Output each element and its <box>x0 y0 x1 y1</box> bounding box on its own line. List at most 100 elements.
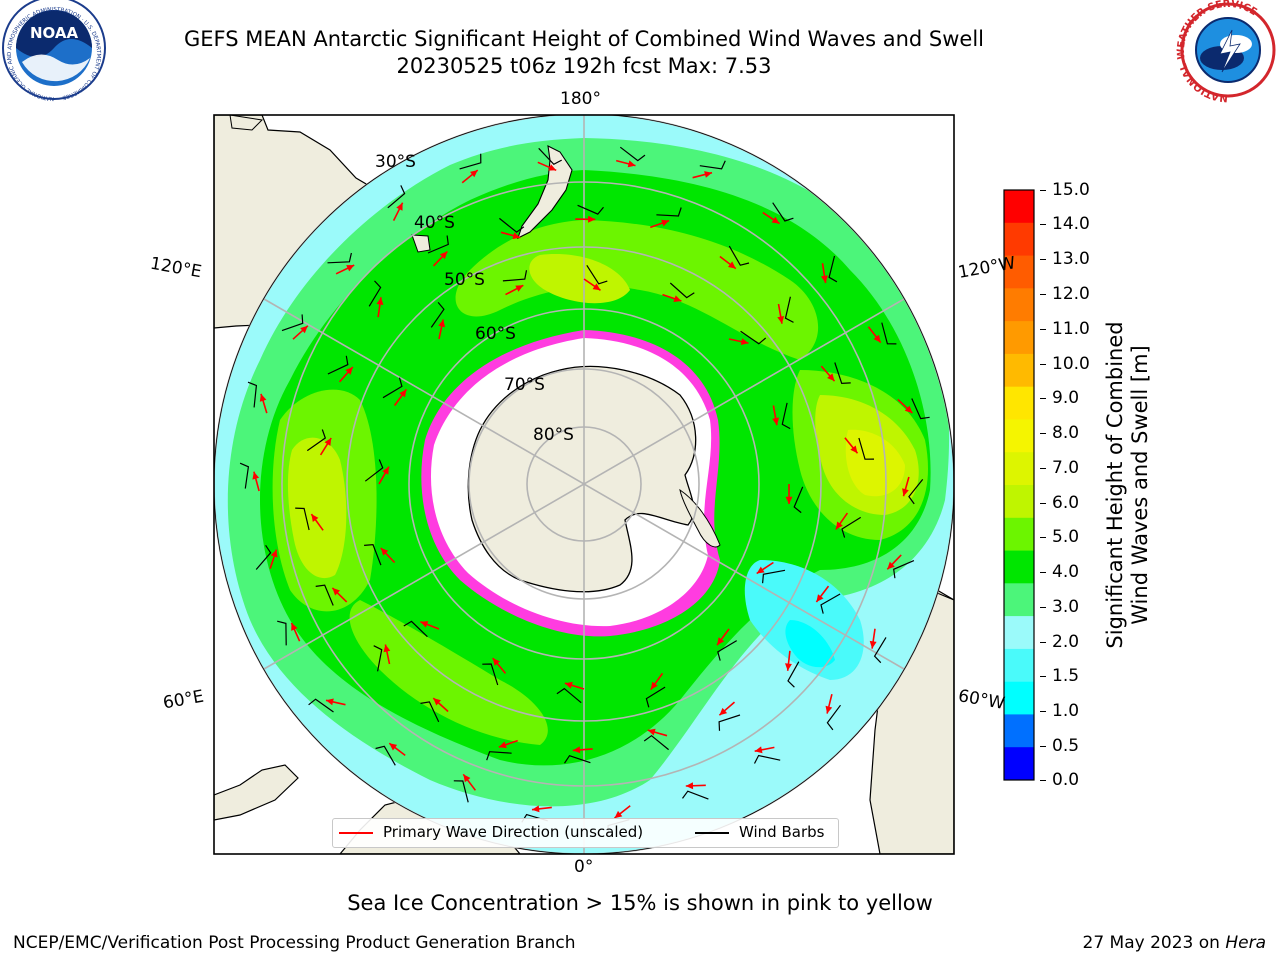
colorbar-tick: 0.5 <box>1052 736 1080 756</box>
nws-logo-icon: NATIONAL WEATHER SERVICE <box>1176 0 1276 103</box>
colorbar <box>1003 189 1035 781</box>
wave-direction-arrowhead <box>592 283 601 291</box>
wave-direction-arrowhead <box>396 202 403 211</box>
colorbar-swatch <box>1004 681 1034 715</box>
wind-barb <box>718 714 741 731</box>
colorbar-swatch <box>1004 190 1034 224</box>
wind-barb <box>577 204 604 215</box>
wind-barb <box>556 687 582 704</box>
wind-barb <box>784 296 794 323</box>
colorbar-swatch <box>1004 648 1034 683</box>
wave-direction-arrowhead <box>252 471 260 480</box>
wind-barb <box>281 314 304 332</box>
wave-direction-arrowhead <box>300 325 308 334</box>
colorbar-border <box>1003 189 1035 781</box>
wave-direction-arrowhead <box>754 746 763 754</box>
wave-direction-arrowhead <box>346 265 355 272</box>
colorbar-swatch <box>1004 517 1034 552</box>
colorbar-tick: 0.0 <box>1052 770 1080 790</box>
wind-barb <box>387 185 406 209</box>
colorbar-tick: 1.5 <box>1052 666 1080 686</box>
wind-barb <box>740 330 767 345</box>
colorbar-swatch <box>1004 288 1034 322</box>
wind-barb <box>420 701 440 723</box>
wind-barb <box>368 280 382 307</box>
wave-direction-arrowhead <box>515 285 524 292</box>
wind-barb <box>619 146 646 162</box>
colorbar-swatch <box>1004 321 1034 355</box>
lat-label-30s: 30°S <box>375 152 416 172</box>
legend-wind-label: Wind Barbs <box>739 823 825 841</box>
colorbar-tick: 5.0 <box>1052 527 1080 547</box>
wind-barb <box>728 245 750 266</box>
wind-barb <box>858 437 875 460</box>
wave-direction-arrowhead <box>420 621 429 628</box>
wind-barb <box>841 516 862 538</box>
wind-barb <box>911 398 930 420</box>
wave-direction-arrowhead <box>873 334 881 343</box>
wind-barb <box>881 322 897 345</box>
wave-direction-arrowhead <box>904 405 913 414</box>
meridian-120w-60e <box>263 298 905 670</box>
lat-label-60s: 60°S <box>475 324 516 344</box>
colorbar-swatch <box>1004 255 1034 289</box>
colorbar-tick: 11.0 <box>1052 319 1090 339</box>
wind-barb <box>893 560 915 579</box>
colorbar-swatch <box>1004 419 1034 453</box>
wave-direction-arrowhead <box>564 681 573 689</box>
wind-barb <box>499 217 525 233</box>
colorbar-tick: 14.0 <box>1052 214 1090 234</box>
wave-direction-arrowhead <box>438 319 446 328</box>
wave-direction-arrowhead <box>532 805 540 813</box>
wind-barb <box>364 459 384 482</box>
wind-barb <box>908 479 924 505</box>
colorbar-swatch <box>1004 550 1034 584</box>
footer-credit: NCEP/EMC/Verification Post Processing Pr… <box>13 933 576 953</box>
land-antarctic-peninsula <box>679 488 721 548</box>
land-tasmania <box>411 234 431 253</box>
wind-barb <box>430 302 445 328</box>
wave-direction-arrowhead <box>259 393 267 402</box>
colorbar-tick: 12.0 <box>1052 284 1090 304</box>
wave-direction-arrowhead <box>588 215 596 223</box>
map-border <box>213 114 955 855</box>
colorbar-tick: 6.0 <box>1052 493 1080 513</box>
wind-barb <box>308 698 334 713</box>
colorbar-tick: 4.0 <box>1052 562 1080 582</box>
wave-direction-arrowhead <box>345 367 353 375</box>
lat-label-80s: 80°S <box>533 425 574 445</box>
wave-direction-arrowhead <box>821 275 828 283</box>
legend-wave-swatch <box>339 832 373 834</box>
colorbar-swatch <box>1004 714 1034 748</box>
wave-direction-arrowhead <box>463 774 471 783</box>
colorbar-tick: 3.0 <box>1052 597 1080 617</box>
wind-barb <box>682 790 709 800</box>
wave-direction-arrowhead <box>827 373 835 382</box>
wave-direction-arrowhead <box>756 566 765 574</box>
wave-direction-arrowhead <box>382 466 389 475</box>
wind-barb <box>753 754 781 764</box>
wave-direction-arrowhead <box>771 216 780 224</box>
colorbar-tick: 2.0 <box>1052 632 1080 652</box>
wind-barb <box>586 264 608 285</box>
wind-barb <box>403 620 428 638</box>
wave-direction-arrowhead <box>673 295 682 302</box>
wind-barb <box>645 686 666 708</box>
colorbar-swatch <box>1004 353 1034 388</box>
colorbar-tick: 8.0 <box>1052 423 1080 443</box>
wind-barb <box>873 637 887 664</box>
wave-direction-arrowhead <box>785 496 793 504</box>
wind-barb <box>295 507 310 531</box>
wind-barb <box>364 543 382 566</box>
colorbar-swatch <box>1004 583 1034 617</box>
colorbar-tick: 15.0 <box>1052 180 1090 200</box>
wind-barb <box>762 569 786 584</box>
wind-barb <box>427 235 449 254</box>
land-madagascar <box>214 764 299 821</box>
wind-barb <box>255 544 272 570</box>
colorbar-swatch <box>1004 747 1034 781</box>
colorbar-tick: 10.0 <box>1052 354 1090 374</box>
noaa-logo-text: NOAA <box>30 24 79 42</box>
wind-barb <box>459 153 482 170</box>
